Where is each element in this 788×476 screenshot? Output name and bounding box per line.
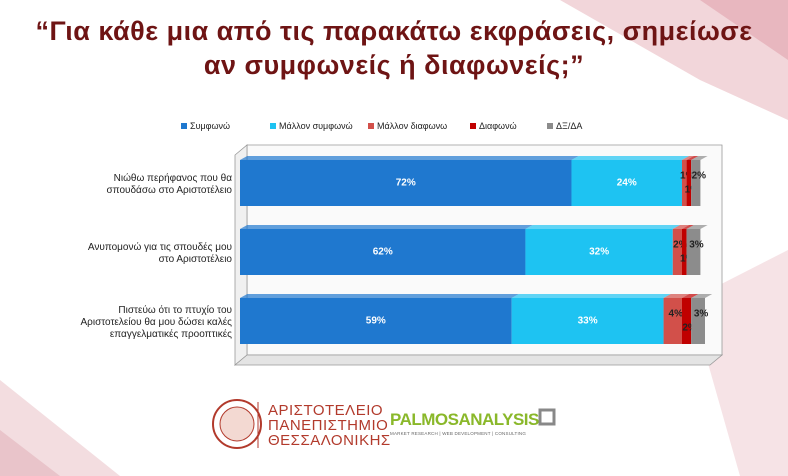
value-label: 2% — [673, 240, 688, 251]
bar-segment-top — [672, 225, 690, 229]
value-label: 59% — [366, 316, 386, 327]
legend-label: Μάλλον συμφωνώ — [279, 121, 353, 131]
bar-segment — [240, 160, 572, 206]
bar-segment — [686, 160, 692, 206]
legend-swatch — [181, 123, 187, 129]
university-emblem — [212, 399, 262, 449]
value-label: 2% — [692, 171, 707, 182]
logo-text: ΠΑΝΕΠΙΣΤΗΜΙΟ — [268, 417, 389, 434]
bar-segment — [681, 160, 687, 206]
palmos-icon — [538, 408, 556, 426]
bar-segment-top — [571, 156, 690, 160]
bar-segment-top — [691, 294, 713, 298]
legend-swatch — [547, 123, 553, 129]
bar-segment — [240, 298, 512, 344]
decor-shape — [560, 0, 788, 120]
logo-text: ΘΕΣΣΑΛΟΝΙΚΗΣ — [268, 432, 391, 449]
bar-segment — [240, 229, 526, 275]
bar-segment-top — [681, 225, 694, 229]
bar-segment-top — [240, 294, 519, 298]
category-label: Νιώθω περήφανος που θα σπουδάσω στο Αρισ… — [106, 173, 232, 196]
legend-label: Μάλλον διαφωνω — [377, 121, 447, 131]
bar-segment-top — [511, 294, 671, 298]
legend-label: ΔΞ/ΔΑ — [556, 121, 582, 131]
chart-title: “Για κάθε μια από τις παρακάτω εκφράσεις… — [35, 16, 753, 80]
category-label: Πιστεύω ότι το πτυχίο του Αριστοτελείου … — [80, 305, 232, 340]
legend-label: Συμφωνώ — [190, 121, 230, 131]
bar-segment — [672, 229, 682, 275]
value-label: 33% — [578, 316, 598, 327]
value-label: 4% — [669, 309, 684, 320]
bar-segment-top — [681, 294, 699, 298]
value-label: 72% — [396, 178, 416, 189]
value-label: 3% — [694, 309, 709, 320]
bar-segment — [686, 229, 701, 275]
value-label: 62% — [373, 247, 393, 258]
legend-swatch — [368, 123, 374, 129]
bar-segment-top — [240, 156, 579, 160]
bar-segment-top — [663, 294, 690, 298]
value-label: 32% — [589, 247, 609, 258]
decor-shape — [700, 0, 788, 60]
decor-shape — [0, 430, 60, 476]
plot-floor — [233, 354, 724, 366]
bar-segment-top — [240, 225, 533, 229]
logo-text: PALMOSANALYSIS — [390, 410, 539, 429]
category-label: Ανυπομονώ για τις σπουδές μου στο Αριστο… — [87, 242, 232, 265]
logo-text: ΑΡΙΣΤΟΤΕΛΕΙΟ — [268, 402, 384, 419]
university-emblem — [219, 406, 255, 442]
value-label: 2% — [682, 323, 697, 334]
legend-swatch — [470, 123, 476, 129]
bar-segment-top — [691, 156, 708, 160]
logo-text: MARKET RESEARCH | WEB DEVELOPMENT | CONS… — [390, 431, 527, 436]
value-label: 3% — [689, 240, 704, 251]
bar-segment — [691, 160, 701, 206]
bar-segment-top — [686, 156, 699, 160]
bar-segment — [525, 229, 673, 275]
legend-label: Διαφωνώ — [479, 121, 517, 131]
decor-shape — [0, 380, 120, 476]
legend-swatch — [270, 123, 276, 129]
bar-segment — [571, 160, 682, 206]
bar-segment — [663, 298, 682, 344]
bar-segment-top — [681, 156, 694, 160]
bar-segment-top — [525, 225, 680, 229]
bar-segment — [691, 298, 705, 344]
bar-segment-top — [686, 225, 708, 229]
bar-segment — [681, 229, 687, 275]
bar-segment — [511, 298, 664, 344]
value-label: 24% — [617, 178, 637, 189]
bar-segment — [681, 298, 692, 344]
